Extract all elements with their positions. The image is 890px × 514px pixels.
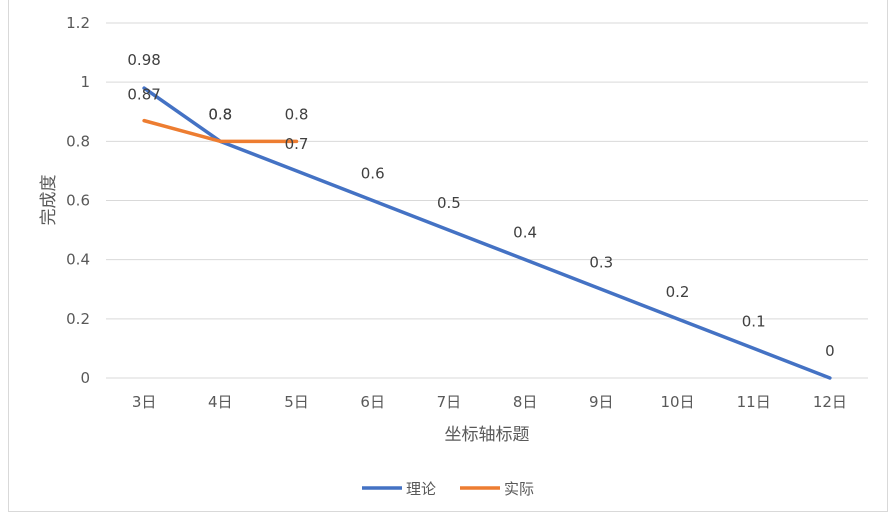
legend-item: 实际 (460, 480, 534, 498)
x-tick-label: 11日 (737, 393, 771, 411)
data-label: 0.1 (742, 312, 766, 330)
y-tick-label: 1 (80, 73, 90, 91)
x-tick-label: 7日 (437, 393, 462, 411)
y-tick-label: 0.2 (66, 310, 90, 328)
x-tick-label: 12日 (813, 393, 847, 411)
x-tick-label: 10日 (660, 393, 694, 411)
legend-label: 实际 (504, 480, 534, 498)
y-tick-label: 0.4 (66, 251, 90, 269)
data-label: 0.3 (589, 253, 613, 271)
data-label: 0.8 (285, 105, 309, 123)
x-axis-ticks: 3日 4日 5日 6日 7日 8日 9日 10日 11日 12日 (132, 393, 847, 411)
y-tick-label: 0.6 (66, 192, 90, 210)
y-tick-label: 0 (80, 369, 90, 387)
data-label: 0.4 (513, 224, 537, 242)
y-axis-title: 完成度 (39, 175, 59, 226)
x-tick-label: 8日 (513, 393, 538, 411)
y-tick-label: 0.8 (66, 132, 90, 150)
y-axis-ticks: 0 0.2 0.4 0.6 0.8 1 1.2 (66, 14, 90, 387)
data-label: 0.2 (666, 283, 690, 301)
data-label: 0.5 (437, 194, 461, 212)
x-tick-label: 6日 (360, 393, 385, 411)
x-tick-label: 5日 (284, 393, 309, 411)
data-label: 0.8 (208, 105, 232, 123)
data-label: 0.6 (361, 165, 385, 183)
series-line-theory (142, 86, 832, 380)
x-tick-label: 4日 (208, 393, 233, 411)
data-label: 0 (825, 342, 835, 360)
data-label: 0.7 (285, 135, 309, 153)
y-tick-label: 1.2 (66, 14, 90, 32)
data-label: 0.8 (208, 105, 232, 123)
x-tick-label: 9日 (589, 393, 614, 411)
x-axis-title: 坐标轴标题 (445, 425, 530, 445)
legend: 理论 实际 (362, 480, 534, 498)
data-label: 0.98 (127, 51, 160, 69)
data-labels: 0.980.80.70.60.50.40.30.20.100.870.8 0.8 (127, 51, 834, 360)
gridlines (106, 22, 868, 379)
data-label: 0.87 (127, 86, 160, 104)
legend-item: 理论 (362, 480, 436, 498)
legend-label: 理论 (406, 480, 436, 498)
x-tick-label: 3日 (132, 393, 157, 411)
chart-area (8, 0, 888, 512)
series-line-actual (142, 118, 299, 144)
series-lines (142, 86, 832, 380)
